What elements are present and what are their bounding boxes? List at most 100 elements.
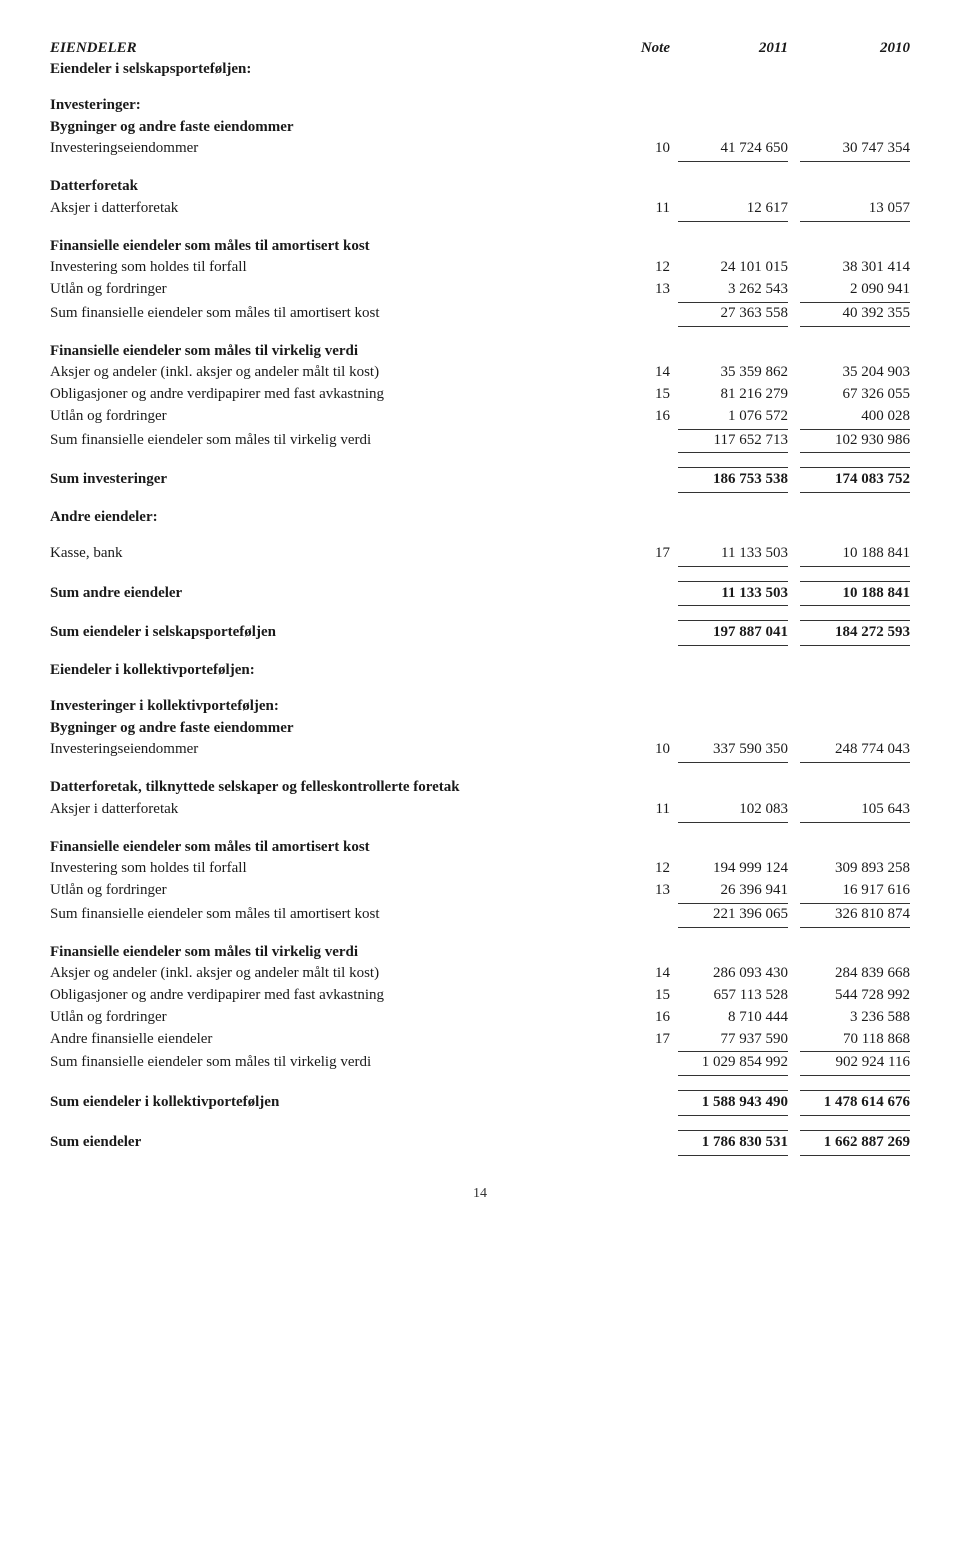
row-note: 17 [620,543,678,565]
row-value-2011: 1 029 854 992 [678,1052,788,1076]
table-row: Investeringer i kollektivporteføljen: [50,696,910,718]
row-value-2011: 286 093 430 [678,963,788,985]
row-value-2010: 174 083 752 [800,467,910,493]
spacer [50,928,910,942]
spacer [50,1116,910,1130]
row-value-2011: 11 133 503 [678,543,788,567]
row-label: Investering som holdes til forfall [50,257,620,279]
row-label: Investeringer: [50,95,620,117]
row-value-2011: 12 617 [678,198,788,222]
row-label: Aksjer i datterforetak [50,799,620,821]
header-title: EIENDELER [50,40,620,57]
table-row: Utlån og fordringer133 262 5432 090 941 [50,279,910,303]
header-note: Note [620,40,678,57]
table-row: Obligasjoner og andre verdipapirer med f… [50,384,910,406]
row-value-2010: 326 810 874 [800,904,910,928]
table-row: Finansielle eiendeler som måles til amor… [50,236,910,258]
row-note: 10 [620,739,678,761]
row-label: Aksjer i datterforetak [50,198,620,220]
spacer [50,453,910,467]
table-row: Utlån og fordringer1326 396 94116 917 61… [50,880,910,904]
row-value-2011: 337 590 350 [678,739,788,763]
row-label: Datterforetak, tilknyttede selskaper og … [50,777,620,799]
table-row: Eiendeler i selskapsporteføljen: [50,59,910,81]
row-label: Obligasjoner og andre verdipapirer med f… [50,985,620,1007]
row-value-2010: 40 392 355 [800,303,910,327]
row-note: 13 [620,279,678,301]
table-row: Sum andre eiendeler11 133 50310 188 841 [50,581,910,607]
table-row: Utlån og fordringer161 076 572400 028 [50,406,910,430]
row-value-2011: 657 113 528 [678,985,788,1007]
row-label: Utlån og fordringer [50,880,620,902]
table-row: Sum eiendeler i selskapsporteføljen197 8… [50,620,910,646]
row-value-2010: 10 188 841 [800,543,910,567]
table-row: Finansielle eiendeler som måles til virk… [50,942,910,964]
table-row: Finansielle eiendeler som måles til amor… [50,837,910,859]
row-value-2010: 544 728 992 [800,985,910,1007]
table-row: Aksjer i datterforetak1112 61713 057 [50,198,910,222]
spacer [50,493,910,507]
spacer [50,682,910,696]
table-row: Andre finansielle eiendeler1777 937 5907… [50,1029,910,1053]
row-value-2011: 8 710 444 [678,1007,788,1029]
table-row: Investeringer: [50,95,910,117]
table-row: Sum finansielle eiendeler som måles til … [50,1052,910,1076]
row-value-2011: 41 724 650 [678,138,788,162]
row-value-2011: 194 999 124 [678,858,788,880]
page-number: 14 [50,1186,910,1202]
row-label: Andre finansielle eiendeler [50,1029,620,1051]
header-year1: 2011 [678,40,788,57]
row-note: 12 [620,257,678,279]
table-row: Sum eiendeler i kollektivporteføljen 1 58… [50,1090,910,1116]
row-value-2010: 1 662 887 269 [800,1130,910,1156]
table-row: Kasse, bank1711 133 50310 188 841 [50,543,910,567]
row-value-2011: 1 786 830 531 [678,1130,788,1156]
header-year2: 2010 [800,40,910,57]
spacer [50,1076,910,1090]
row-value-2011: 77 937 590 [678,1029,788,1053]
row-note: 14 [620,963,678,985]
row-label: Datterforetak [50,176,620,198]
row-value-2011: 24 101 015 [678,257,788,279]
row-value-2010: 105 643 [800,799,910,823]
row-value-2011: 1 588 943 490 [678,1090,788,1116]
spacer [50,162,910,176]
row-value-2011: 186 753 538 [678,467,788,493]
row-label: Sum finansielle eiendeler som måles til … [50,904,620,926]
row-note: 16 [620,1007,678,1029]
row-label: Sum andre eiendeler [50,583,620,605]
table-row: Sum finansielle eiendeler som måles til … [50,303,910,327]
row-value-2011: 197 887 041 [678,620,788,646]
row-value-2010: 38 301 414 [800,257,910,279]
row-value-2010: 309 893 258 [800,858,910,880]
row-note: 13 [620,880,678,902]
row-value-2011: 35 359 862 [678,362,788,384]
table-header: EIENDELER Note 2011 2010 [50,40,910,57]
row-label: Aksjer og andeler (inkl. aksjer og andel… [50,963,620,985]
row-note: 16 [620,406,678,428]
spacer [50,646,910,660]
row-note: 15 [620,384,678,406]
row-value-2011: 11 133 503 [678,581,788,607]
row-label: Sum finansielle eiendeler som måles til … [50,303,620,325]
row-label: Andre eiendeler: [50,507,620,529]
table-row: Andre eiendeler: [50,507,910,529]
row-label: Finansielle eiendeler som måles til virk… [50,341,620,363]
spacer [50,222,910,236]
row-label: Sum investeringer [50,469,620,491]
table-row: Finansielle eiendeler som måles til virk… [50,341,910,363]
row-label: Sum finansielle eiendeler som måles til … [50,1052,620,1074]
row-label: Aksjer og andeler (inkl. aksjer og andel… [50,362,620,384]
row-label: Investeringseiendommer [50,138,620,160]
row-value-2010: 1 478 614 676 [800,1090,910,1116]
row-note: 12 [620,858,678,880]
row-label: Sum eiendeler i kollektivporteføljen [50,1092,620,1114]
row-value-2011: 27 363 558 [678,303,788,327]
table-row: Aksjer og andeler (inkl. aksjer og andel… [50,362,910,384]
row-value-2010: 2 090 941 [800,279,910,303]
table-row: Investering som holdes til forfall1224 1… [50,257,910,279]
table-row: Bygninger og andre faste eiendommer [50,718,910,740]
row-value-2010: 70 118 868 [800,1029,910,1053]
row-value-2010: 248 774 043 [800,739,910,763]
row-value-2011: 117 652 713 [678,430,788,454]
